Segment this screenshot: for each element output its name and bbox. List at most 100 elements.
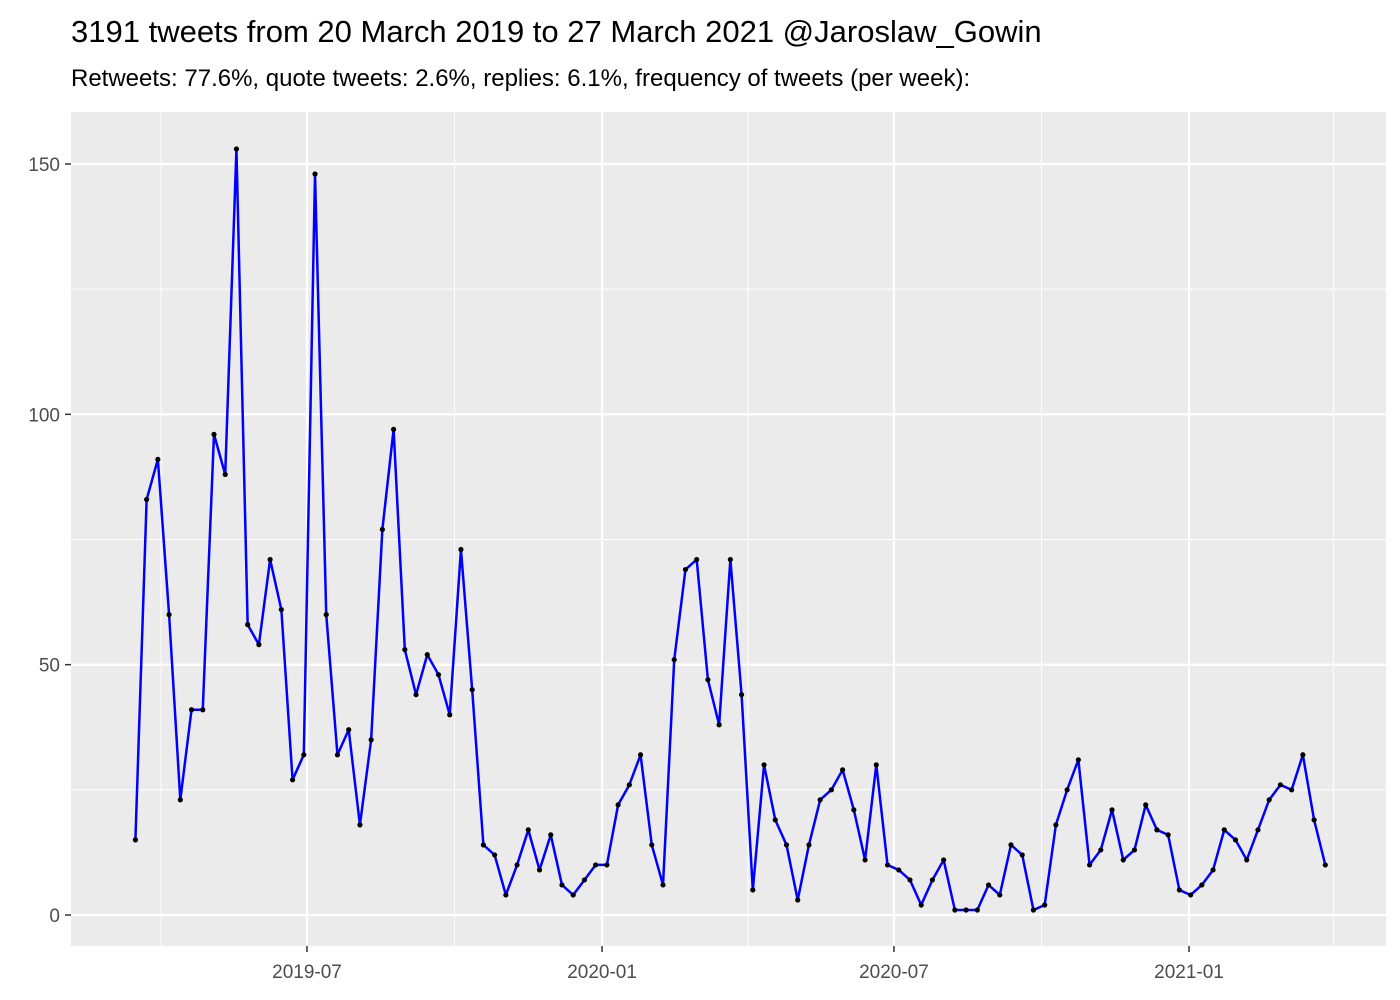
data-point [1042,902,1048,908]
series [132,146,1328,913]
data-point [267,556,273,563]
data-point [402,647,408,653]
data-point [1120,857,1126,863]
data-point [548,832,554,838]
data-point [188,707,195,713]
data-point [1131,847,1138,853]
data-point [783,842,790,848]
data-point [941,857,947,863]
data-point [593,862,599,868]
data-point [604,862,610,868]
data-point [1086,862,1093,868]
data-point [357,822,363,828]
data-point [1244,857,1250,863]
data-point [1289,787,1295,793]
data-point [514,862,520,868]
data-point [447,712,453,718]
data-point [177,797,183,803]
data-point [884,862,891,868]
data-point [817,797,823,803]
data-point [694,556,700,563]
data-point [559,882,565,888]
data-point [1053,822,1059,828]
data-point [581,877,588,883]
data-point [166,612,172,618]
data-point [334,752,341,758]
data-point [424,652,430,658]
data-point [660,882,666,888]
data-point [1232,837,1239,843]
data-point [301,752,307,758]
data-point [873,762,879,768]
data-point [211,431,217,437]
data-point [289,777,296,783]
data-point [615,802,621,808]
data-point [1176,887,1182,893]
data-point [1188,892,1194,898]
data-point [1311,817,1317,823]
x-axis: 2019-07 2020-01 2020-07 2021-01 [272,946,1224,983]
data-point [390,426,397,432]
y-tick-label: 50 [39,656,60,677]
data-point [435,672,442,678]
data-point [469,687,475,693]
data-point [312,171,318,177]
data-point [480,842,486,848]
data-point [245,622,251,628]
data-point [929,877,936,883]
data-point [862,857,868,863]
data-point [1075,757,1081,763]
data-point [1277,782,1284,788]
data-point [974,907,980,913]
data-point [997,892,1003,898]
data-point [985,882,992,888]
data-point [851,807,857,813]
data-point [840,767,846,773]
data-point [278,606,284,613]
data-point [1255,827,1261,833]
data-point [1098,847,1104,853]
data-point [1322,862,1328,868]
data-point [795,897,801,903]
data-point [649,842,655,848]
data-point [626,782,632,788]
data-point [1210,867,1216,873]
x-tick-label: 2020-01 [567,962,637,983]
data-point [1154,827,1160,833]
data-point [525,827,531,833]
chart-title: 3191 tweets from 20 March 2019 to 27 Mar… [71,14,1042,49]
data-point [682,566,689,573]
data-point [896,867,902,873]
data-point [132,837,139,843]
data-point [907,877,913,883]
data-point [200,707,206,713]
y-tick-label: 0 [49,906,60,927]
data-point [918,902,924,908]
data-point [716,722,722,728]
data-point [1008,842,1014,848]
data-point [705,677,711,683]
data-point [323,612,329,618]
data-point [256,642,262,648]
data-point [761,762,767,768]
grid [71,112,1386,946]
data-point [1266,797,1272,803]
x-tick-label: 2020-07 [859,962,929,983]
data-point [1165,832,1171,838]
data-point [413,692,419,698]
plot-panel [71,112,1386,946]
data-point [492,852,498,858]
data-point [671,657,677,663]
data-point [503,892,509,898]
data-point [727,556,733,563]
x-tick-label: 2021-01 [1154,962,1224,983]
data-point [570,892,576,898]
data-point [1019,852,1025,858]
data-point [458,546,464,553]
data-point [806,842,812,848]
data-point [1109,807,1115,813]
data-point [222,471,228,478]
data-point [346,727,352,733]
data-point [637,752,644,758]
